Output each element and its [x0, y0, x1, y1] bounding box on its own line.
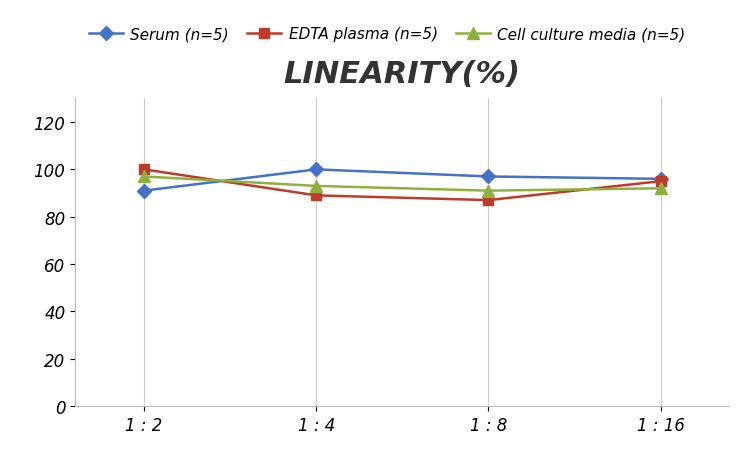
- EDTA plasma (n=5): [312, 193, 321, 198]
- Serum (n=5): [484, 175, 493, 180]
- EDTA plasma (n=5): [484, 198, 493, 203]
- Legend: Serum (n=5), EDTA plasma (n=5), Cell culture media (n=5): Serum (n=5), EDTA plasma (n=5), Cell cul…: [83, 21, 692, 48]
- Serum (n=5): [312, 167, 321, 173]
- EDTA plasma (n=5): [656, 179, 665, 184]
- Cell culture media (n=5): [140, 175, 149, 180]
- EDTA plasma (n=5): [140, 167, 149, 173]
- Title: LINEARITY(%): LINEARITY(%): [284, 60, 521, 88]
- Serum (n=5): [656, 177, 665, 182]
- Cell culture media (n=5): [312, 184, 321, 189]
- Line: EDTA plasma (n=5): EDTA plasma (n=5): [139, 165, 666, 206]
- Serum (n=5): [140, 189, 149, 194]
- Line: Serum (n=5): Serum (n=5): [139, 165, 666, 196]
- Cell culture media (n=5): [656, 186, 665, 192]
- Line: Cell culture media (n=5): Cell culture media (n=5): [138, 171, 666, 197]
- Cell culture media (n=5): [484, 189, 493, 194]
